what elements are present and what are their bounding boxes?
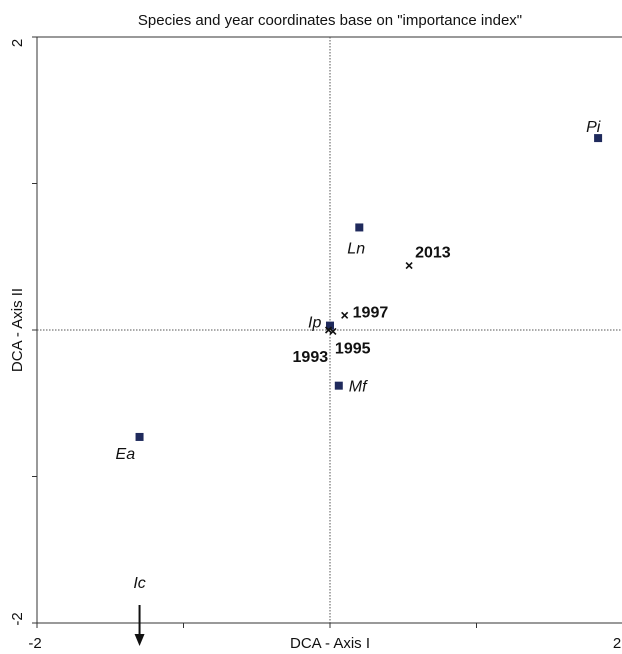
tick-labels: -2 2 -2 2	[9, 39, 621, 652]
year-marker-1997	[341, 311, 349, 319]
point-labels: Pi Ln Ip Mf Ea 2013 1997 1995 1993 Ic	[116, 119, 601, 592]
year-marker-1993	[324, 326, 333, 334]
year-label-2013: 2013	[415, 245, 451, 262]
off-chart-arrows	[134, 605, 145, 646]
species-marker-ip	[326, 321, 334, 330]
off-chart-label-ic: Ic	[133, 575, 145, 592]
year-label-1993: 1993	[293, 349, 329, 366]
x-tick-label-max: 2	[613, 635, 621, 652]
x-tick-label-min: -2	[28, 635, 41, 652]
species-label-mf: Mf	[349, 379, 368, 396]
chart-title: Species and year coordinates base on "im…	[138, 12, 522, 29]
species-marker-ln	[355, 223, 364, 232]
data-markers	[135, 134, 603, 441]
species-marker-ea	[135, 432, 144, 441]
species-label-pi: Pi	[586, 119, 601, 136]
y-axis-label: DCA - Axis II	[9, 288, 26, 372]
year-label-1995: 1995	[335, 340, 371, 357]
year-marker-2013	[405, 261, 413, 270]
species-marker-mf	[334, 381, 343, 390]
off-chart-arrow-ic	[134, 605, 145, 646]
y-tick-label-max: 2	[9, 39, 26, 47]
species-marker-pi	[594, 134, 603, 143]
species-label-ln: Ln	[347, 240, 365, 257]
species-label-ip: Ip	[308, 315, 321, 332]
x-axis-label: DCA - Axis I	[290, 635, 370, 652]
species-label-ea: Ea	[116, 446, 136, 463]
y-tick-label-min: -2	[9, 612, 26, 625]
year-label-1997: 1997	[353, 304, 389, 321]
axis-ticks	[32, 36, 477, 628]
